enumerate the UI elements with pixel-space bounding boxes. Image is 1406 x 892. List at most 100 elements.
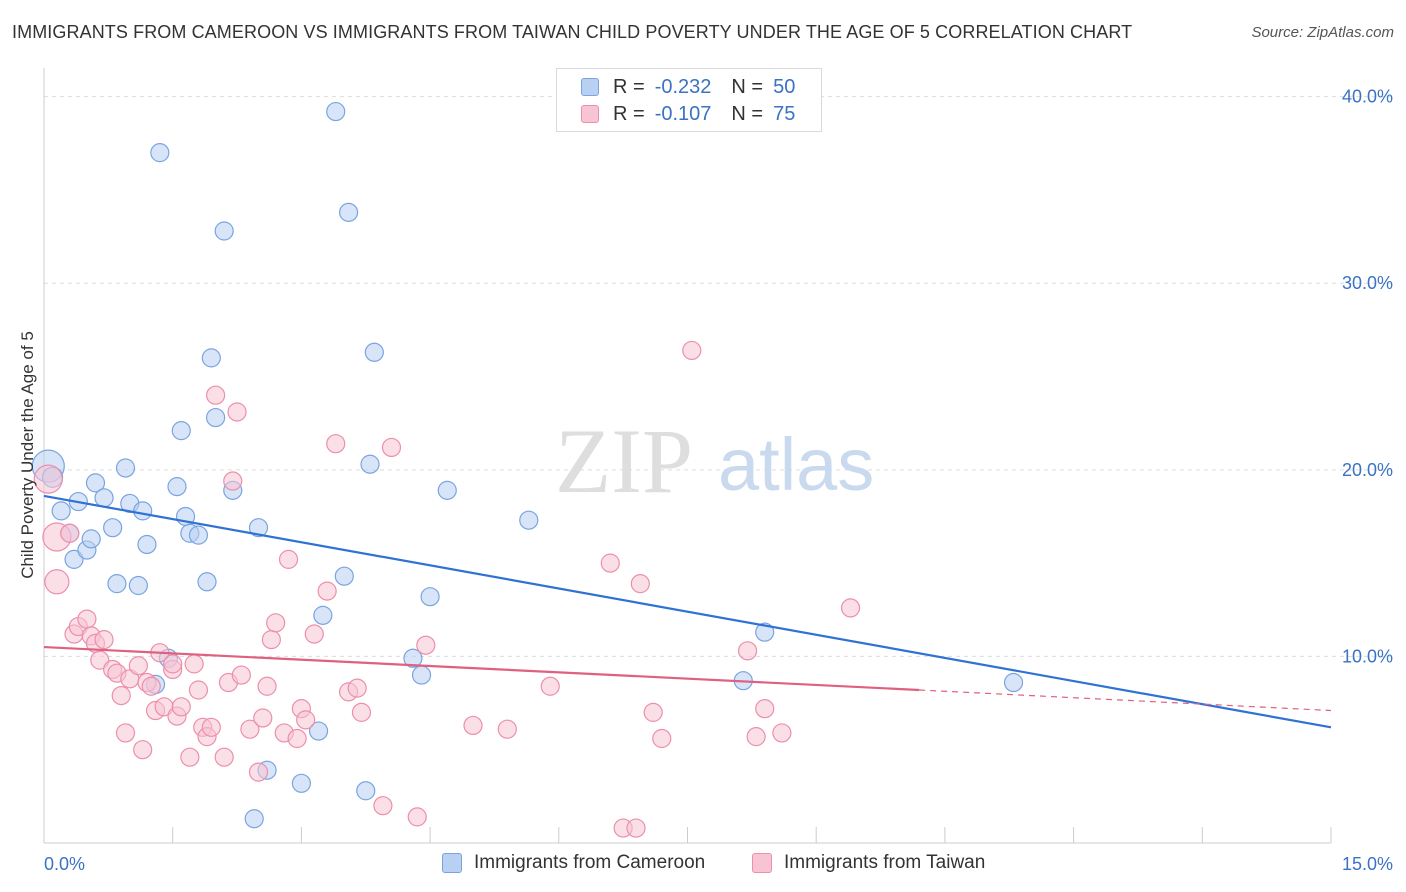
point-taiwan <box>296 710 316 730</box>
x-tick-label: 15.0% <box>1342 854 1393 874</box>
point-taiwan <box>746 727 766 747</box>
point-taiwan <box>630 574 650 594</box>
point-taiwan <box>128 656 148 676</box>
point-cameroon <box>150 143 170 163</box>
point-taiwan <box>248 762 269 782</box>
y-tick-label: 20.0% <box>1342 460 1393 480</box>
point-taiwan <box>278 549 299 569</box>
point-taiwan <box>416 635 436 655</box>
point-taiwan <box>381 437 402 458</box>
point-cameroon <box>64 549 84 569</box>
point-cameroon <box>51 501 71 521</box>
point-cameroon <box>115 458 136 478</box>
series-swatch-taiwan <box>752 853 772 873</box>
legend-r-label: R = <box>613 75 645 98</box>
point-cameroon <box>326 101 346 122</box>
point-cameroon <box>133 501 153 521</box>
point-taiwan <box>772 723 792 743</box>
point-cameroon <box>308 721 329 741</box>
point-taiwan <box>351 702 372 722</box>
series-name-cameroon: Immigrants from Cameroon <box>474 852 706 873</box>
point-taiwan <box>206 385 226 405</box>
x-tick-label: 0.0% <box>44 854 85 874</box>
legend-swatch-taiwan <box>581 105 599 123</box>
y-tick-label: 10.0% <box>1342 646 1393 666</box>
point-taiwan <box>304 624 324 644</box>
y-tick-label: 30.0% <box>1342 273 1393 293</box>
watermark: ZIP atlas <box>555 410 874 512</box>
point-taiwan <box>231 665 251 685</box>
point-taiwan <box>184 654 204 674</box>
point-cameroon <box>197 572 217 592</box>
point-taiwan <box>326 434 346 454</box>
point-taiwan <box>463 715 483 736</box>
point-taiwan <box>497 719 517 739</box>
trend-lines <box>43 494 1332 729</box>
point-cameroon <box>411 665 432 685</box>
point-cameroon <box>248 518 269 538</box>
point-cameroon <box>137 534 157 555</box>
point-taiwan <box>111 685 131 706</box>
correlation-legend: R = -0.232 N = 50 R = -0.107 N = 75 <box>556 68 822 132</box>
legend-swatch-cameroon <box>581 78 599 96</box>
point-taiwan <box>652 728 672 749</box>
watermark-zip: ZIP <box>555 410 693 512</box>
point-taiwan <box>240 719 260 739</box>
point-cameroon <box>403 648 423 668</box>
point-taiwan <box>287 728 307 749</box>
point-cameroon <box>420 587 440 607</box>
point-cameroon <box>103 518 123 538</box>
point-cameroon <box>313 605 333 625</box>
point-taiwan <box>682 340 702 361</box>
point-taiwan <box>261 630 281 650</box>
point-cameroon <box>206 407 226 428</box>
legend-r-value-taiwan: -0.107 <box>654 102 712 125</box>
point-taiwan <box>201 717 221 737</box>
trend-line-taiwan-extension <box>919 689 1332 712</box>
point-taiwan <box>214 747 234 767</box>
series-legend-taiwan[interactable]: Immigrants from Taiwan <box>752 852 985 874</box>
legend-row-cameroon: R = -0.232 N = 50 <box>581 75 795 99</box>
legend-r-label: R = <box>613 102 645 125</box>
point-taiwan <box>180 747 200 767</box>
point-cameroon <box>356 781 376 801</box>
point-cameroon <box>94 488 114 508</box>
point-cameroon <box>167 477 187 497</box>
y-axis-label: Child Poverty Under the Age of 5 <box>18 331 37 579</box>
point-taiwan <box>407 807 427 827</box>
point-taiwan <box>737 641 758 661</box>
point-taiwan <box>347 678 367 698</box>
point-cameroon <box>244 809 264 829</box>
series-legend: Immigrants from Cameroon Immigrants from… <box>0 852 1406 878</box>
point-cameroon <box>519 510 539 530</box>
point-cameroon <box>755 622 775 642</box>
legend-n-value-cameroon: 50 <box>773 75 796 98</box>
point-cameroon <box>128 575 148 596</box>
grid-lines <box>44 96 1392 657</box>
point-cameroon <box>291 773 311 793</box>
point-taiwan <box>171 697 191 717</box>
point-taiwan <box>90 650 110 670</box>
point-cameroon <box>1003 672 1024 693</box>
point-taiwan <box>253 708 273 728</box>
point-taiwan <box>44 569 70 595</box>
point-taiwan <box>141 676 161 696</box>
point-cameroon <box>214 221 234 241</box>
point-taiwan <box>373 796 393 816</box>
point-taiwan <box>317 581 337 601</box>
series-legend-cameroon[interactable]: Immigrants from Cameroon <box>442 852 705 874</box>
point-cameroon <box>81 529 101 549</box>
point-cameroon <box>338 202 359 222</box>
tick-labels: 10.0% 20.0% 30.0% 40.0% 0.0% 15.0% <box>44 87 1393 874</box>
point-cameroon <box>201 348 221 368</box>
legend-n-label: N = <box>731 102 764 125</box>
point-taiwan <box>227 402 247 422</box>
point-cameroon <box>85 473 106 493</box>
point-taiwan <box>188 680 209 700</box>
series-swatch-cameroon <box>442 853 462 873</box>
chart-title: IMMIGRANTS FROM CAMEROON VS IMMIGRANTS F… <box>12 22 1133 42</box>
point-cameroon <box>437 480 457 500</box>
point-taiwan <box>163 654 183 674</box>
point-cameroon <box>334 566 354 586</box>
